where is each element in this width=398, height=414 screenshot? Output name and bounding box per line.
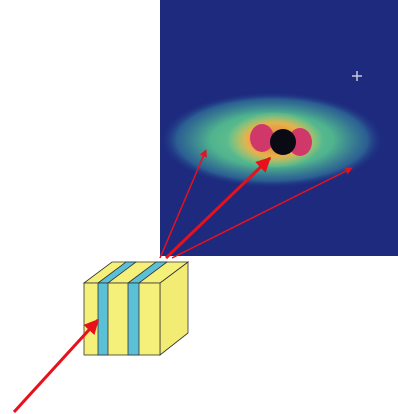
diagram (0, 0, 398, 414)
lobe (250, 124, 274, 152)
cube-front (84, 283, 160, 355)
incident-beam (14, 320, 98, 412)
stripe (98, 283, 108, 355)
sample (84, 262, 188, 355)
stripe (128, 283, 139, 355)
beam-stop (270, 129, 296, 155)
scattering-pattern (160, 0, 398, 256)
